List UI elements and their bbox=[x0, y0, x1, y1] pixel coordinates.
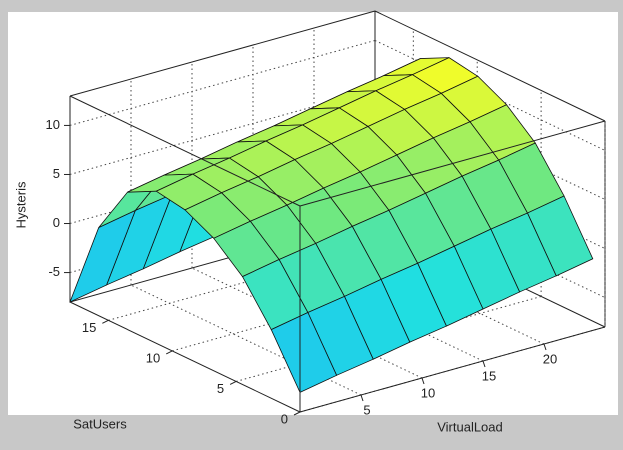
tick-mark bbox=[229, 380, 237, 385]
grid-line bbox=[69, 88, 376, 175]
box-edge bbox=[69, 10, 376, 97]
x-tick-label: 5 bbox=[363, 402, 370, 417]
z-tick-label: 0 bbox=[53, 215, 60, 230]
z-tick-label: 5 bbox=[53, 166, 60, 181]
x-tick-label: 20 bbox=[543, 351, 557, 366]
surface-face bbox=[270, 311, 338, 393]
y-tick-label: 15 bbox=[82, 320, 96, 335]
x-tick-label: 10 bbox=[421, 385, 435, 400]
tick-mark bbox=[165, 350, 173, 355]
box-edge bbox=[374, 10, 606, 122]
surface bbox=[69, 57, 606, 413]
tick-mark bbox=[482, 360, 486, 368]
tick-mark bbox=[102, 319, 109, 324]
tick-mark bbox=[543, 343, 547, 351]
z-tick-label: -5 bbox=[48, 264, 60, 279]
y-axis-label: SatUsers bbox=[73, 416, 127, 431]
x-tick-label: 15 bbox=[482, 368, 496, 383]
grid-line bbox=[69, 39, 376, 126]
box-edge bbox=[299, 326, 606, 413]
box-edge bbox=[299, 120, 606, 207]
y-tick-label: 10 bbox=[146, 350, 160, 365]
y-tick-label: 5 bbox=[217, 381, 224, 396]
tick-mark bbox=[360, 394, 364, 402]
z-axis-label: Hysteris bbox=[13, 181, 28, 228]
z-tick-label: 10 bbox=[46, 117, 60, 132]
box-edge bbox=[69, 95, 301, 207]
x-axis-label: VirtualLoad bbox=[437, 419, 503, 434]
box-edge bbox=[69, 301, 301, 413]
labels: VirtualLoad SatUsers Hysteris 5 10 15 20 0 5 1… bbox=[13, 117, 557, 435]
tick-mark bbox=[293, 411, 301, 416]
y-tick-label: 0 bbox=[281, 411, 288, 426]
tick-mark bbox=[421, 377, 425, 385]
